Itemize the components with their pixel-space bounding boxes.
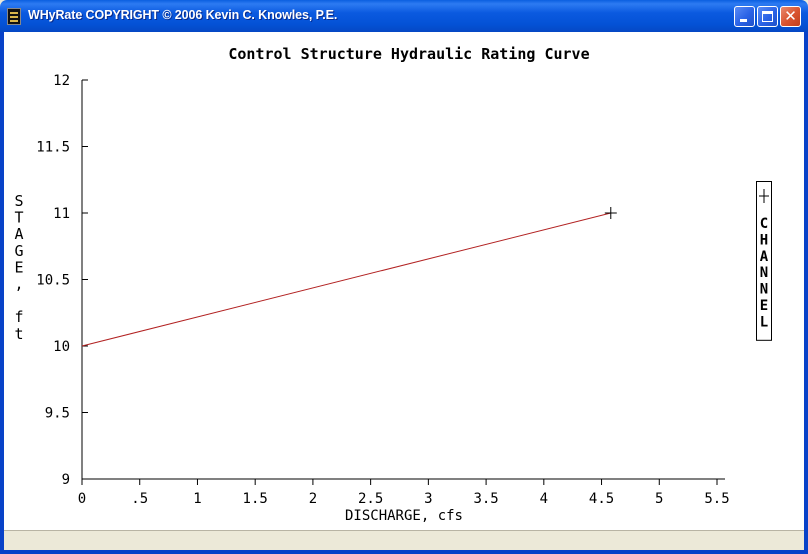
rating-curve-chart: Control Structure Hydraulic Rating Curve… — [14, 45, 772, 524]
title-bar[interactable]: WHyRate COPYRIGHT © 2006 Kevin C. Knowle… — [0, 0, 808, 32]
app-icon[interactable] — [7, 8, 21, 25]
x-tick-label: 3 — [424, 491, 432, 507]
legend-label-char: C — [760, 216, 768, 232]
y-tick-label: 11.5 — [36, 140, 70, 156]
x-axis-label: DISCHARGE, cfs — [345, 508, 463, 524]
x-tick-label: 1 — [193, 491, 201, 507]
legend-label-char: L — [760, 314, 768, 330]
x-tick-label: 2.5 — [358, 491, 383, 507]
x-tick-label: 0 — [78, 491, 86, 507]
x-tick-label: 1.5 — [243, 491, 268, 507]
window-frame-bottom — [0, 550, 808, 554]
y-axis-label-char: G — [14, 242, 23, 260]
window-frame-right — [804, 32, 808, 554]
legend-label-char: E — [760, 298, 768, 314]
x-tick-label: 4 — [540, 491, 548, 507]
window-frame-left — [0, 32, 4, 554]
legend-label-char: N — [760, 265, 768, 281]
maximize-button[interactable] — [757, 6, 778, 27]
x-tick-label: 2 — [309, 491, 317, 507]
x-tick-label: 5 — [655, 491, 663, 507]
y-tick-label: 10.5 — [36, 273, 70, 289]
y-tick-label: 9 — [62, 472, 70, 488]
y-axis-label-char: , — [14, 275, 23, 293]
series-line — [81, 212, 611, 347]
data-point-marker — [604, 207, 617, 219]
x-tick-label: 5.5 — [704, 491, 729, 507]
x-tick-label: 3.5 — [473, 491, 498, 507]
chart-area: Control Structure Hydraulic Rating Curve… — [4, 32, 804, 530]
legend-label-char: H — [760, 232, 768, 248]
legend-label-char: A — [760, 249, 769, 265]
chart-title: Control Structure Hydraulic Rating Curve — [228, 45, 589, 63]
legend-marker — [759, 189, 769, 203]
y-axis-label-char: T — [14, 209, 23, 227]
plot-series — [81, 207, 617, 347]
y-axis-label-char: A — [14, 225, 23, 243]
y-tick-label: 10 — [53, 339, 70, 355]
close-button[interactable]: ✕ — [780, 6, 801, 27]
y-axis-label-char: S — [14, 192, 23, 210]
window-title: WHyRate COPYRIGHT © 2006 Kevin C. Knowle… — [28, 8, 338, 22]
x-tick-label: .5 — [131, 491, 148, 507]
status-bar — [4, 530, 804, 550]
minimize-button[interactable] — [734, 6, 755, 27]
minimize-icon — [740, 19, 747, 22]
maximize-icon — [762, 11, 773, 22]
y-tick-label: 9.5 — [45, 406, 70, 422]
close-icon: ✕ — [784, 7, 797, 25]
y-axis-label-char: E — [14, 258, 23, 276]
y-axis-label-char: t — [14, 325, 23, 343]
y-axis-label-char: f — [14, 308, 23, 326]
legend-label-char: N — [760, 282, 768, 298]
legend-box — [756, 181, 772, 341]
x-tick-label: 4.5 — [589, 491, 614, 507]
y-tick-label: 11 — [53, 206, 70, 222]
y-tick-label: 12 — [53, 73, 70, 89]
